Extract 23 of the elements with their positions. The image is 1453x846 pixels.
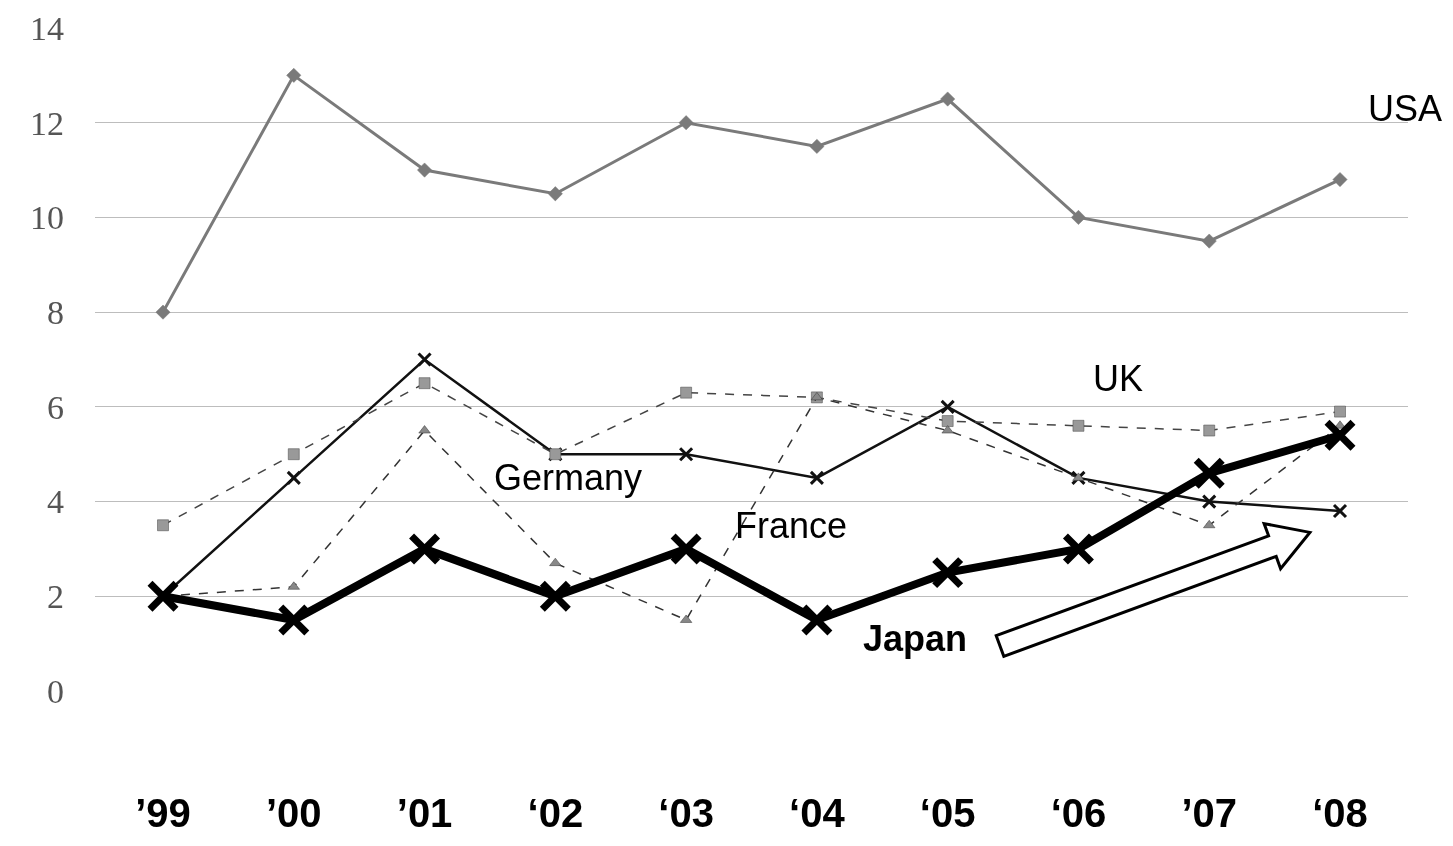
x-tick-label: ’07 bbox=[1181, 791, 1238, 835]
y-tick-label: 6 bbox=[47, 388, 64, 426]
x-tick-label: ‘06 bbox=[1050, 791, 1107, 835]
y-tick-label: 10 bbox=[30, 199, 64, 237]
y-tick-label: 8 bbox=[47, 294, 64, 332]
x-tick-label: ‘08 bbox=[1312, 791, 1368, 835]
series-label: Japan bbox=[863, 618, 968, 659]
series-label: UK bbox=[1093, 358, 1144, 399]
series-label: France bbox=[735, 505, 848, 546]
x-tick-label: ‘03 bbox=[658, 791, 714, 835]
x-tick-label: ‘05 bbox=[919, 791, 976, 835]
x-tick-label: ’00 bbox=[265, 791, 322, 835]
y-tick-label: 4 bbox=[47, 483, 64, 521]
y-tick-label: 2 bbox=[47, 578, 64, 616]
series-label: USA bbox=[1368, 88, 1443, 129]
y-tick-label: 14 bbox=[30, 9, 64, 47]
x-tick-label: ‘04 bbox=[789, 791, 846, 835]
x-tick-label: ’99 bbox=[135, 791, 191, 835]
y-tick-label: 0 bbox=[47, 672, 64, 710]
y-tick-label: 12 bbox=[30, 104, 64, 142]
series-label: Germany bbox=[494, 457, 643, 498]
x-tick-label: ’01 bbox=[396, 791, 453, 835]
x-tick-label: ‘02 bbox=[527, 791, 584, 835]
